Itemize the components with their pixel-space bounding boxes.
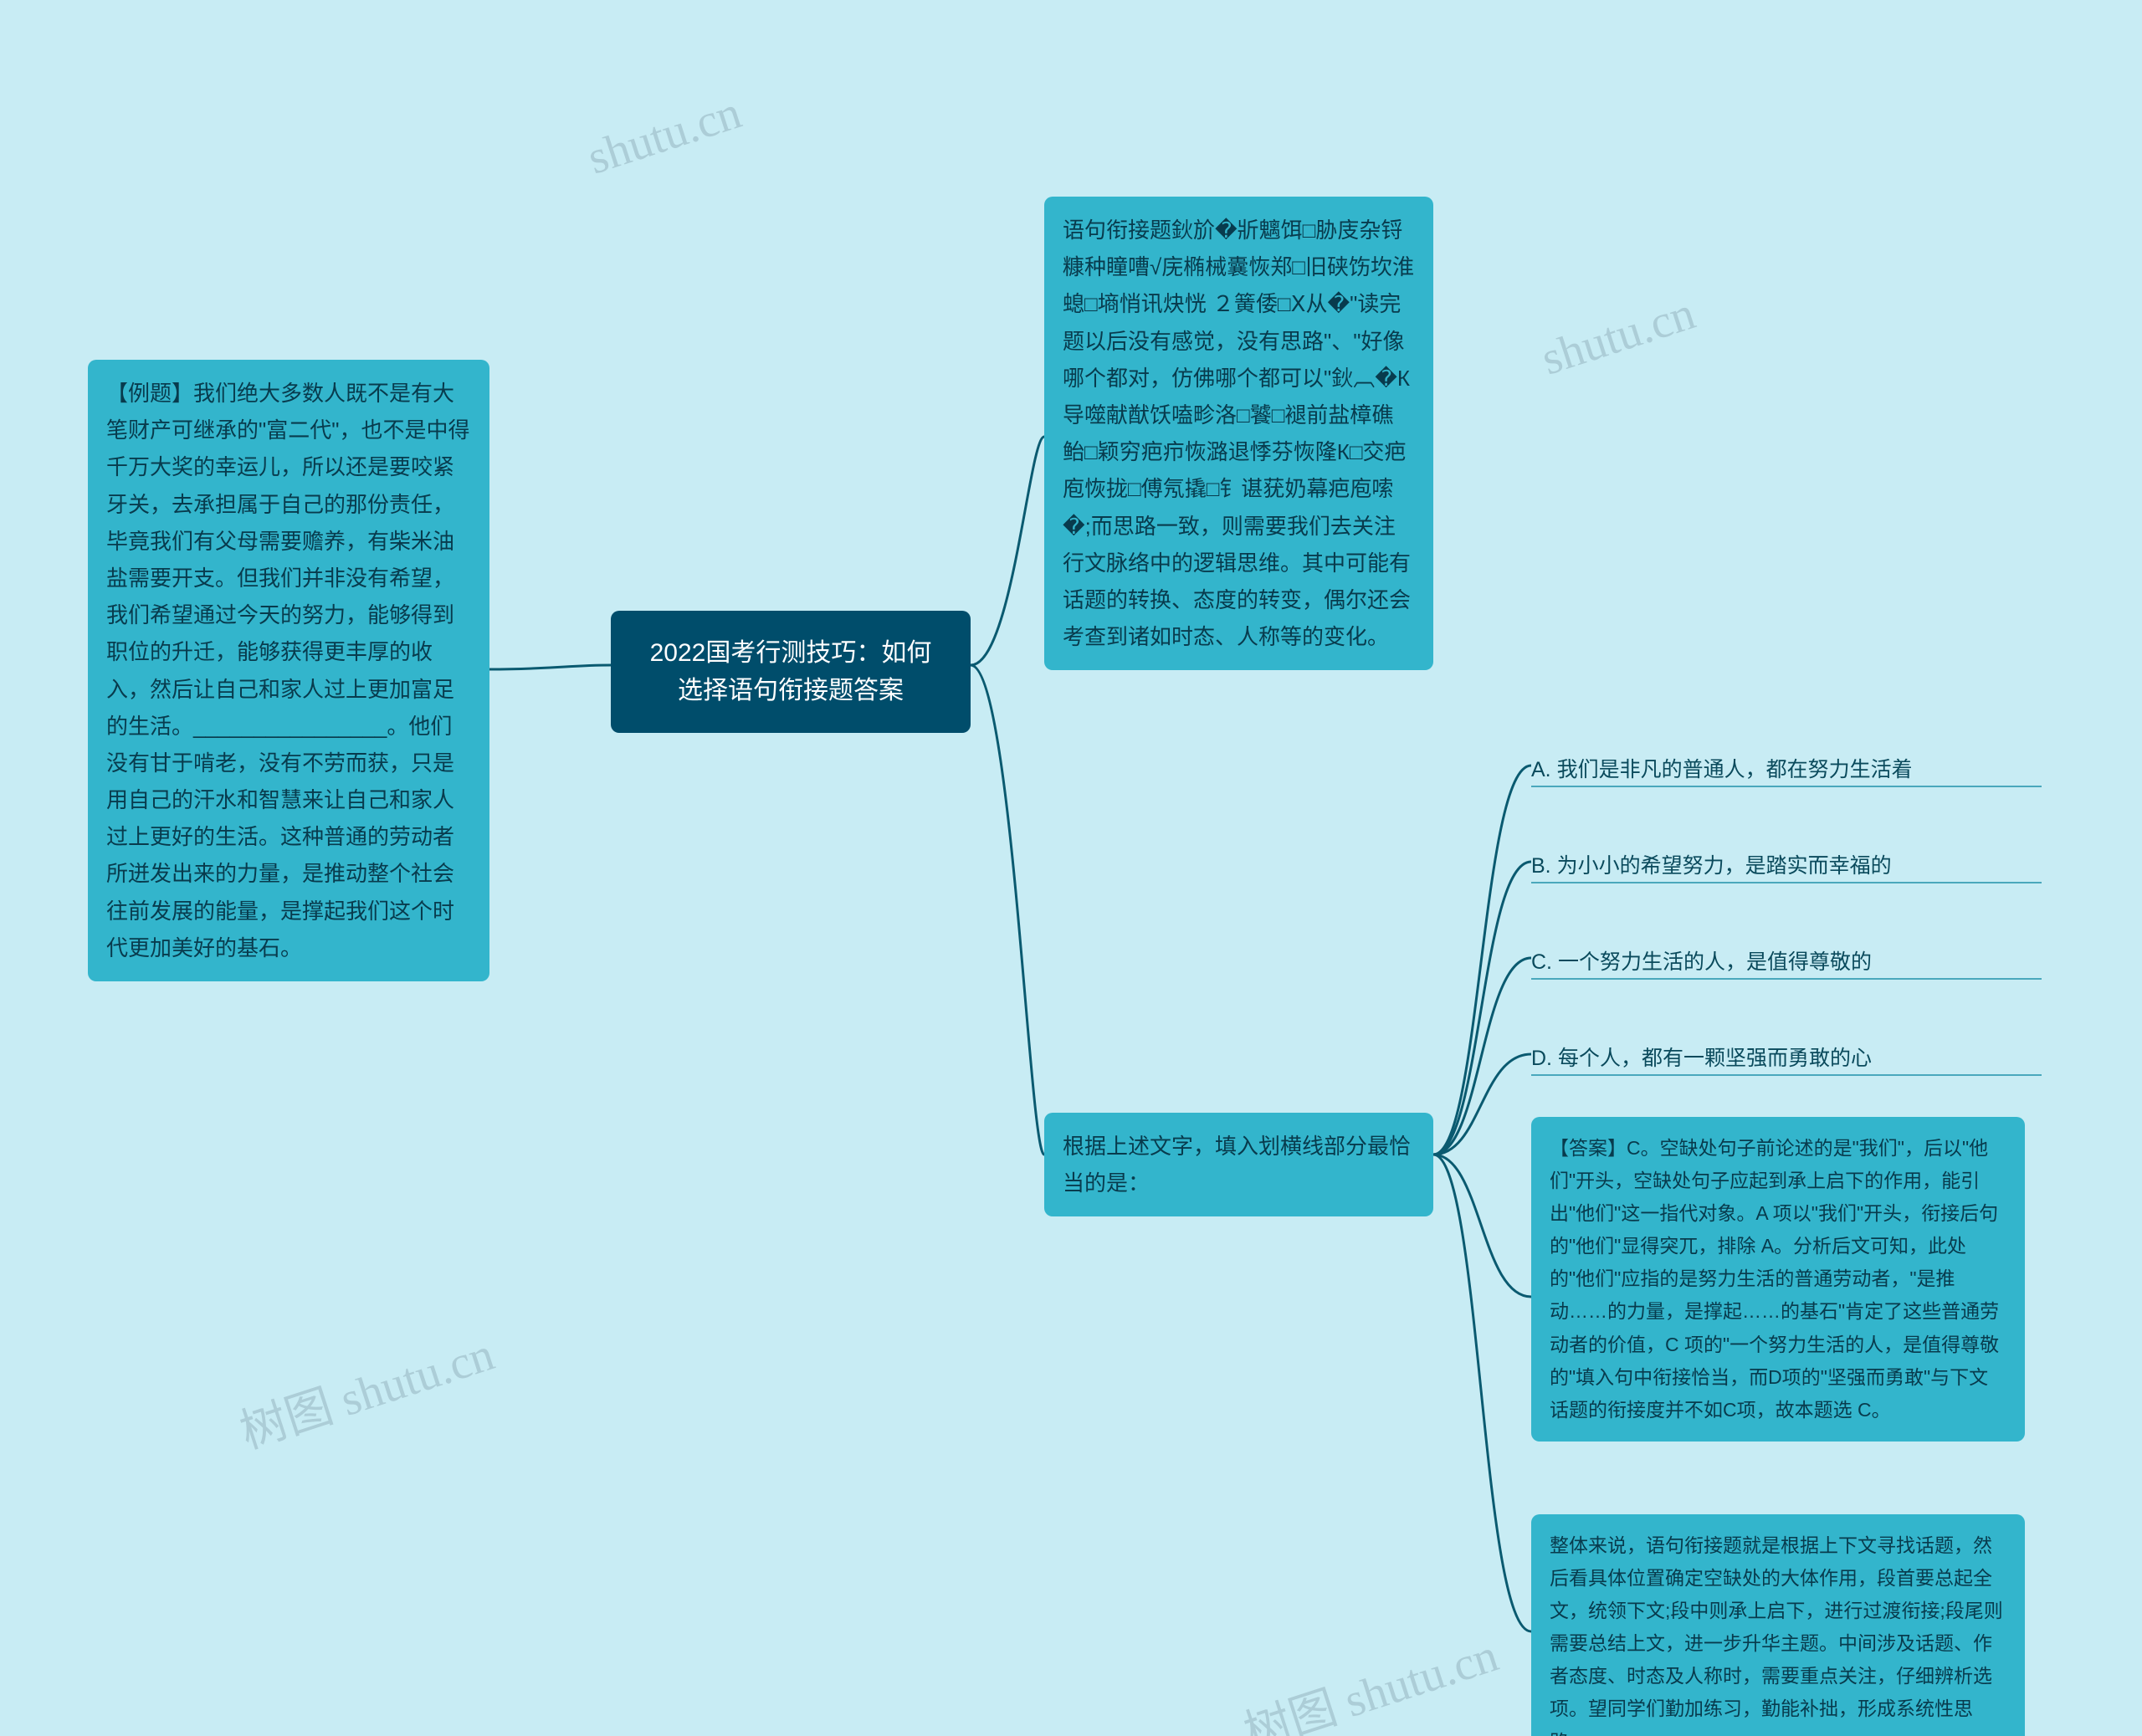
option-a: A. 我们是非凡的普通人，都在努力生活着 xyxy=(1531,749,2042,791)
root-node: 2022国考行测技巧：如何 选择语句衔接题答案 xyxy=(611,611,971,733)
connector-root-left xyxy=(489,665,611,669)
option-a-text: A. 我们是非凡的普通人，都在努力生活着 xyxy=(1531,758,1913,781)
connector-q-b xyxy=(1433,862,1531,1155)
connector-root-right-1 xyxy=(971,437,1044,665)
option-d-text: D. 每个人，都有一颗坚强而勇敢的心 xyxy=(1531,1047,1872,1070)
option-c-text: C. 一个努力生活的人，是值得尊敬的 xyxy=(1531,950,1872,974)
option-b-text: B. 为小小的希望努力，是踏实而幸福的 xyxy=(1531,854,1892,878)
connector-q-sum xyxy=(1433,1155,1531,1631)
question-node: 根据上述文字，填入划横线部分最恰当的是： xyxy=(1044,1113,1433,1216)
option-c: C. 一个努力生活的人，是值得尊敬的 xyxy=(1531,941,2042,984)
connector-q-ans xyxy=(1433,1155,1531,1297)
example-text: 【例题】我们绝大多数人既不是有大笔财产可继承的"富二代"，也不是中得千万大奖的幸… xyxy=(106,381,469,960)
option-d: D. 每个人，都有一颗坚强而勇敢的心 xyxy=(1531,1037,2042,1080)
option-b: B. 为小小的希望努力，是踏实而幸福的 xyxy=(1531,845,2042,888)
watermark-1: shutu.cn xyxy=(582,85,748,185)
explain-node: 语句衔接题鈥斺�斨魑饵□胁庋杂锊糠种瞳嘈√庑椭械囊恢郑□旧硖饬坎淮螅□墒悄讯炔恍… xyxy=(1044,197,1433,670)
answer-node: 【答案】C。空缺处句子前论述的是"我们"，后以"他们"开头，空缺处句子应起到承上… xyxy=(1531,1117,2025,1442)
connector-root-right-2 xyxy=(971,665,1044,1155)
answer-text: 【答案】C。空缺处句子前论述的是"我们"，后以"他们"开头，空缺处句子应起到承上… xyxy=(1550,1137,1999,1421)
summary-node: 整体来说，语句衔接题就是根据上下文寻找话题，然后看具体位置确定空缺处的大体作用，… xyxy=(1531,1514,2025,1736)
summary-text: 整体来说，语句衔接题就是根据上下文寻找话题，然后看具体位置确定空缺处的大体作用，… xyxy=(1550,1534,2003,1736)
watermark-2: shutu.cn xyxy=(1535,286,1702,386)
connector-q-c xyxy=(1433,958,1531,1155)
watermark-3: 树图 shutu.cn xyxy=(1234,1617,1505,1736)
connector-q-d xyxy=(1433,1054,1531,1155)
example-node: 【例题】我们绝大多数人既不是有大笔财产可继承的"富二代"，也不是中得千万大奖的幸… xyxy=(88,360,489,981)
explain-text: 语句衔接题鈥斺�斨魑饵□胁庋杂锊糠种瞳嘈√庑椭械囊恢郑□旧硖饬坎淮螅□墒悄讯炔恍… xyxy=(1063,218,1414,649)
question-text: 根据上述文字，填入划横线部分最恰当的是： xyxy=(1063,1134,1411,1196)
connector-q-a xyxy=(1433,766,1531,1155)
watermark-0: 树图 shutu.cn xyxy=(230,1316,501,1462)
root-text: 2022国考行测技巧：如何 选择语句衔接题答案 xyxy=(650,639,932,704)
